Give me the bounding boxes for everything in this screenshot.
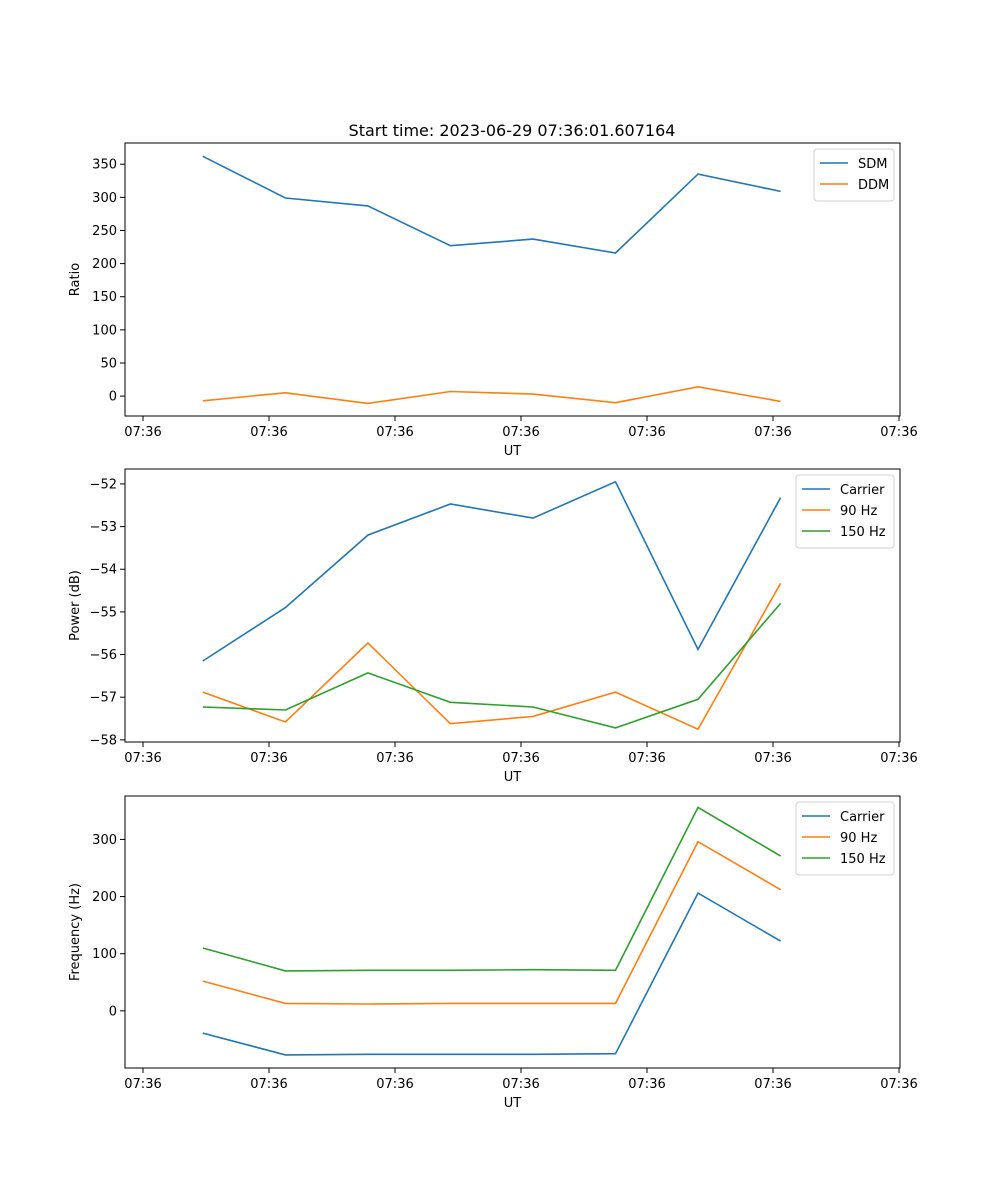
series-line-90-hz <box>202 840 782 1005</box>
x-tick-label: 07:36 <box>628 751 665 766</box>
x-tick-label: 07:36 <box>124 1077 161 1092</box>
y-tick-label: 200 <box>92 257 117 272</box>
frequency-panel: 07:3607:3607:3607:3607:3607:3607:3607:37… <box>68 795 918 1111</box>
plot-frame <box>124 468 901 743</box>
x-axis-label: UT <box>504 1096 522 1111</box>
y-tick-label: 100 <box>92 323 117 338</box>
legend-label: DDM <box>858 178 889 193</box>
chart-title: Start time: 2023-06-29 07:36:01.607164 <box>349 121 676 140</box>
y-tick-label: −58 <box>90 733 117 748</box>
legend <box>795 801 895 876</box>
x-tick-label: 07:36 <box>124 751 161 766</box>
x-tick-label: 07:36 <box>880 1077 917 1092</box>
y-tick-label: −57 <box>90 691 117 706</box>
y-tick-label: 0 <box>109 1004 117 1019</box>
y-tick-label: 200 <box>92 890 117 905</box>
x-tick-label: 07:36 <box>124 425 161 440</box>
y-tick-label: −55 <box>90 605 117 620</box>
x-axis-label: UT <box>504 444 522 459</box>
series-line-ddm <box>202 385 781 405</box>
legend <box>813 148 895 202</box>
x-tick-label: 07:36 <box>250 1077 287 1092</box>
power-panel: 07:3607:3607:3607:3607:3607:3607:3607:37… <box>68 468 918 785</box>
y-tick-label: 300 <box>92 191 117 206</box>
series-line-90-hz <box>202 582 782 731</box>
y-tick-label: −53 <box>90 520 117 535</box>
y-tick-label: 100 <box>92 947 117 962</box>
x-tick-label: 07:36 <box>502 751 539 766</box>
legend-label: Carrier <box>840 483 885 498</box>
series-line-carrier <box>202 891 782 1056</box>
x-tick-label: 07:36 <box>754 1077 791 1092</box>
y-axis-label: Frequency (Hz) <box>68 883 83 981</box>
x-tick-label: 07:36 <box>628 425 665 440</box>
y-tick-label: −52 <box>90 477 117 492</box>
x-tick-label: 07:36 <box>628 1077 665 1092</box>
x-tick-label: 07:36 <box>376 1077 413 1092</box>
ratio-panel: 07:3607:3607:3607:3607:3607:3607:3607:37… <box>68 142 918 459</box>
plot-frame <box>124 142 901 417</box>
x-tick-label: 07:36 <box>880 751 917 766</box>
y-tick-label: 300 <box>92 833 117 848</box>
series-line-sdm <box>202 155 781 254</box>
plot-frame <box>124 795 901 1069</box>
x-tick-label: 07:36 <box>754 425 791 440</box>
x-tick-label: 07:36 <box>502 425 539 440</box>
x-tick-label: 07:36 <box>250 425 287 440</box>
x-tick-label: 07:36 <box>754 751 791 766</box>
x-tick-label: 07:36 <box>880 425 917 440</box>
series-line-150-hz <box>202 806 782 972</box>
x-tick-label: 07:36 <box>376 425 413 440</box>
y-tick-label: −54 <box>90 563 117 578</box>
series-line-150-hz <box>202 602 782 729</box>
legend-label: 90 Hz <box>840 831 877 846</box>
legend-label: 150 Hz <box>840 525 886 540</box>
legend-label: SDM <box>858 157 887 172</box>
series-line-carrier <box>202 480 782 662</box>
y-tick-label: −56 <box>90 648 117 663</box>
legend <box>795 474 895 549</box>
legend-label: 150 Hz <box>840 852 886 867</box>
legend-label: 90 Hz <box>840 504 877 519</box>
y-tick-label: 150 <box>92 290 117 305</box>
x-tick-label: 07:36 <box>376 751 413 766</box>
x-axis-label: UT <box>504 770 522 785</box>
x-tick-label: 07:36 <box>250 751 287 766</box>
y-tick-label: 0 <box>109 390 117 405</box>
x-tick-label: 07:36 <box>502 1077 539 1092</box>
y-tick-label: 350 <box>92 158 117 173</box>
y-tick-label: 50 <box>100 356 117 371</box>
legend-label: Carrier <box>840 810 885 825</box>
y-tick-label: 250 <box>92 224 117 239</box>
y-axis-label: Ratio <box>68 263 83 296</box>
y-axis-label: Power (dB) <box>68 570 83 641</box>
